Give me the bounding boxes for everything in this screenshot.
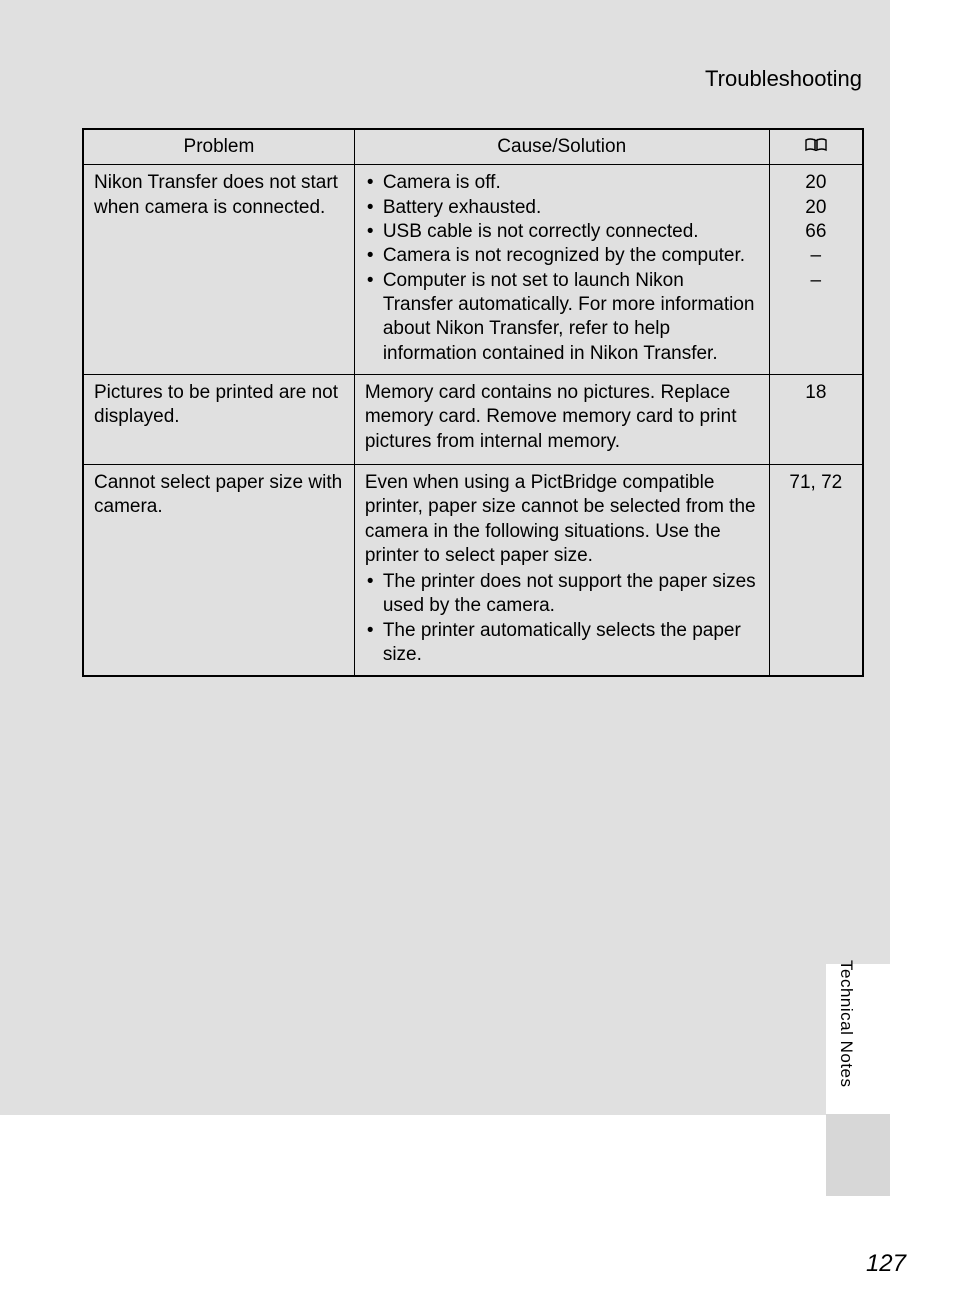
cell-solution: Camera is off. Battery exhausted. USB ca… [354, 165, 769, 375]
column-header-solution: Cause/Solution [354, 129, 769, 165]
solution-bullet-list: The printer does not support the paper s… [365, 570, 759, 667]
column-header-reference [769, 129, 863, 165]
solution-bullet: Battery exhausted. [365, 196, 759, 220]
cell-reference: 18 [769, 374, 863, 464]
cell-problem: Cannot select paper size with camera. [83, 464, 354, 676]
solution-paragraph: Memory card contains no pictures. Replac… [365, 381, 759, 454]
cell-solution: Even when using a PictBridge compatible … [354, 464, 769, 676]
solution-bullet: Camera is not recognized by the computer… [365, 244, 759, 268]
reference-value: 18 [780, 381, 852, 405]
reference-value: – [780, 269, 852, 293]
solution-bullet: USB cable is not correctly connected. [365, 220, 759, 244]
solution-bullet-list: Camera is off. Battery exhausted. USB ca… [365, 171, 759, 366]
table-row: Cannot select paper size with camera. Ev… [83, 464, 863, 676]
cell-solution: Memory card contains no pictures. Replac… [354, 374, 769, 464]
side-tab-lower [826, 1114, 890, 1196]
solution-bullet: Camera is off. [365, 171, 759, 195]
book-icon [805, 135, 827, 159]
reference-value: 20 [780, 196, 852, 220]
page-number: 127 [866, 1250, 906, 1278]
cell-reference: 20 20 66 – – [769, 165, 863, 375]
side-section-label: Technical Notes [836, 960, 856, 1088]
reference-value: 71, 72 [780, 471, 852, 495]
content-panel: Troubleshooting Problem Cause/Solution [0, 0, 890, 1115]
table-header-row: Problem Cause/Solution [83, 129, 863, 165]
troubleshooting-table: Problem Cause/Solution Nikon Transfer do… [82, 128, 864, 677]
reference-value: 20 [780, 171, 852, 195]
reference-value: – [780, 244, 852, 268]
column-header-problem: Problem [83, 129, 354, 165]
cell-reference: 71, 72 [769, 464, 863, 676]
solution-bullet: Computer is not set to launch Nikon Tran… [365, 269, 759, 366]
cell-problem: Nikon Transfer does not start when camer… [83, 165, 354, 375]
table-row: Nikon Transfer does not start when camer… [83, 165, 863, 375]
solution-bullet: The printer automatically selects the pa… [365, 619, 759, 668]
cell-problem: Pictures to be printed are not displayed… [83, 374, 354, 464]
solution-bullet: The printer does not support the paper s… [365, 570, 759, 619]
table-row: Pictures to be printed are not displayed… [83, 374, 863, 464]
section-title: Troubleshooting [0, 66, 862, 92]
solution-paragraph: Even when using a PictBridge compatible … [365, 471, 759, 568]
reference-value: 66 [780, 220, 852, 244]
